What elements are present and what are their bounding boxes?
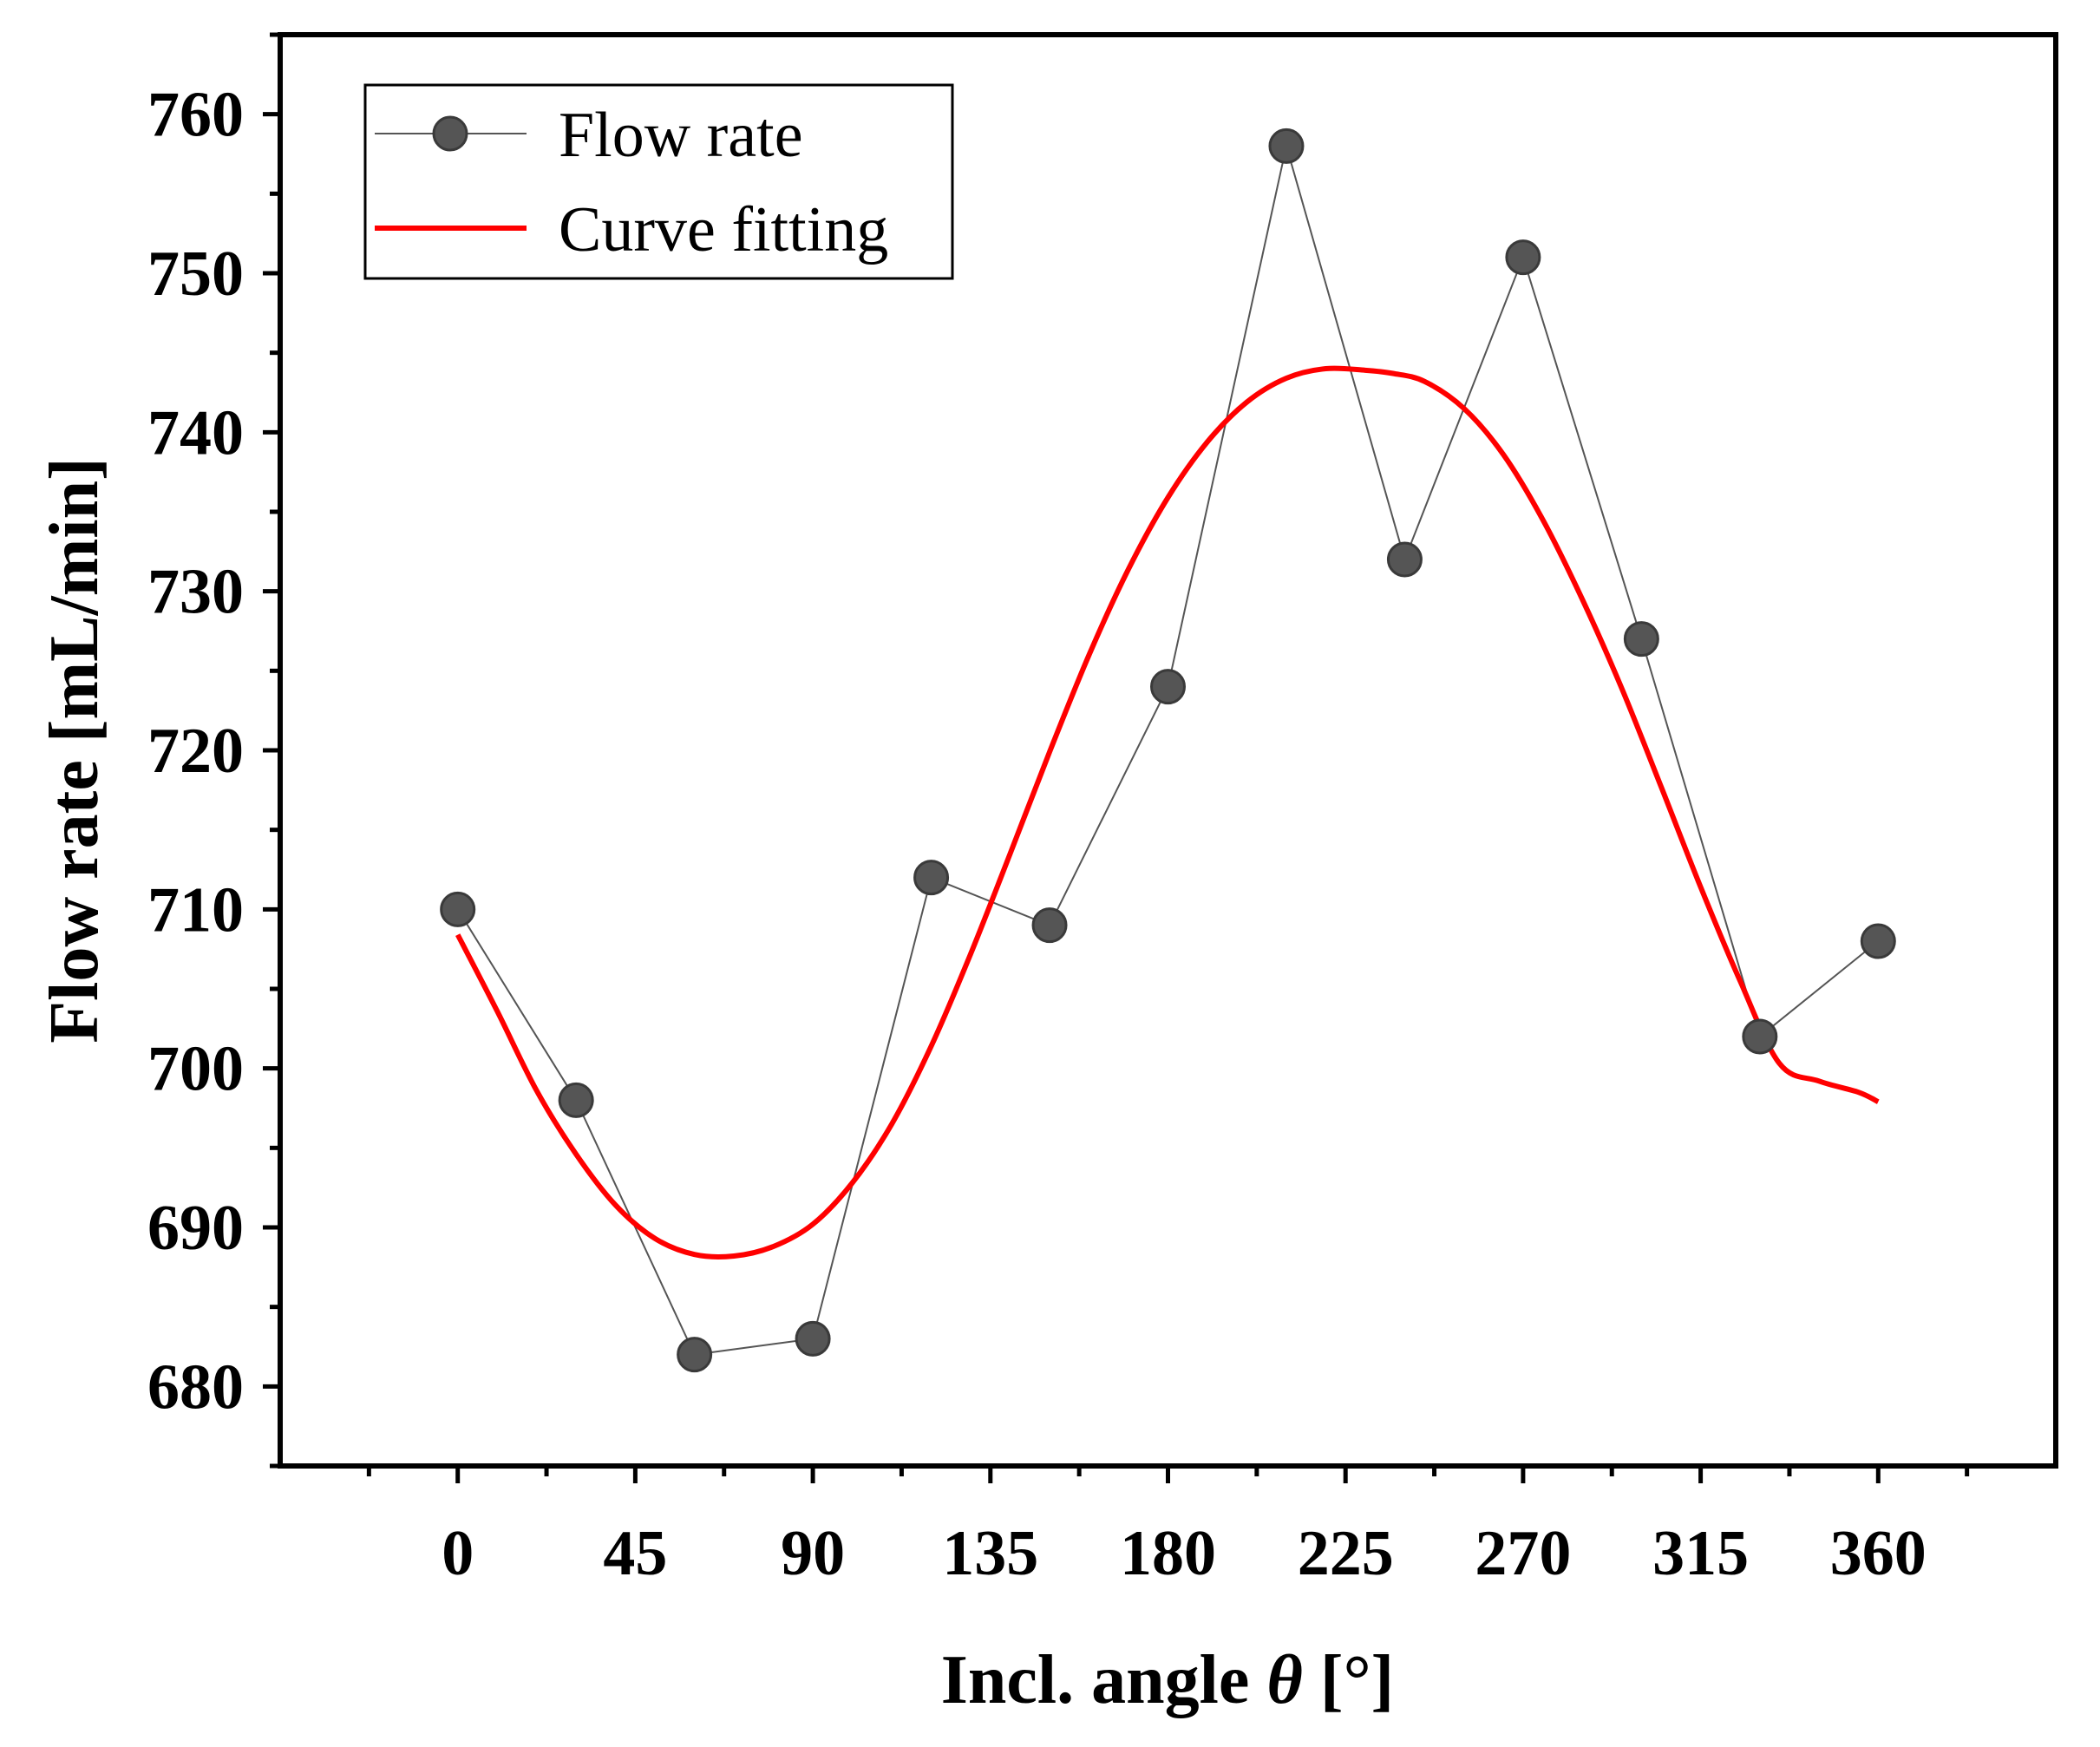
x-axis-title: Incl. angle θ [°] — [941, 1642, 1394, 1718]
legend-flow-rate-marker — [432, 115, 468, 152]
flow-rate-point — [1742, 1018, 1778, 1055]
flow-rate-point — [1386, 541, 1423, 578]
legend-curve-fitting-label: Curve fitting — [559, 194, 888, 265]
legend: Flow rate Curve fitting — [363, 83, 954, 280]
flow-rate-point — [1268, 128, 1305, 164]
x-tick-label: 270 — [1475, 1518, 1571, 1589]
x-tick-label: 0 — [442, 1518, 474, 1589]
flow-rate-point — [1505, 239, 1541, 276]
y-tick-label: 750 — [147, 239, 244, 310]
flow-rate-point — [558, 1082, 594, 1118]
x-tick-label: 45 — [603, 1518, 667, 1589]
x-tick-label: 180 — [1120, 1518, 1216, 1589]
flow-rate-point — [1623, 621, 1659, 658]
y-tick-label: 710 — [147, 874, 244, 945]
legend-box — [363, 83, 954, 280]
y-tick-label: 760 — [147, 80, 244, 151]
flow-rate-point — [1031, 907, 1068, 944]
x-axis-ticks — [366, 1466, 1970, 1483]
x-axis-tick-labels: 0 45 90 135 180 225 270 315 360 — [442, 1518, 1927, 1589]
curve-fitting-line — [455, 365, 1880, 1260]
x-tick-label: 225 — [1298, 1518, 1394, 1589]
flow-rate-point — [1860, 923, 1896, 959]
flow-rate-point — [1150, 669, 1186, 705]
y-tick-label: 700 — [147, 1034, 244, 1105]
flow-rate-point — [795, 1320, 831, 1357]
y-tick-label: 690 — [147, 1193, 244, 1264]
y-axis-ticks — [263, 32, 280, 1469]
y-tick-label: 720 — [147, 716, 244, 787]
y-tick-label: 740 — [147, 397, 244, 468]
x-tick-label: 135 — [942, 1518, 1038, 1589]
flow-rate-point — [677, 1337, 713, 1373]
flow-rate-line — [456, 146, 1879, 1356]
series-layer — [440, 128, 1896, 1373]
y-tick-label: 730 — [147, 557, 244, 628]
legend-flow-rate-label: Flow rate — [559, 100, 803, 171]
x-tick-label: 315 — [1652, 1518, 1749, 1589]
x-tick-label: 360 — [1830, 1518, 1927, 1589]
y-axis-tick-labels: 680 690 700 710 720 730 740 750 760 — [147, 80, 244, 1423]
flow-rate-point — [440, 891, 476, 927]
y-axis-title: Flow rate [mL/min] — [36, 457, 113, 1043]
flow-rate-point — [913, 860, 950, 896]
y-tick-label: 680 — [147, 1351, 244, 1423]
x-tick-label: 90 — [781, 1518, 845, 1589]
